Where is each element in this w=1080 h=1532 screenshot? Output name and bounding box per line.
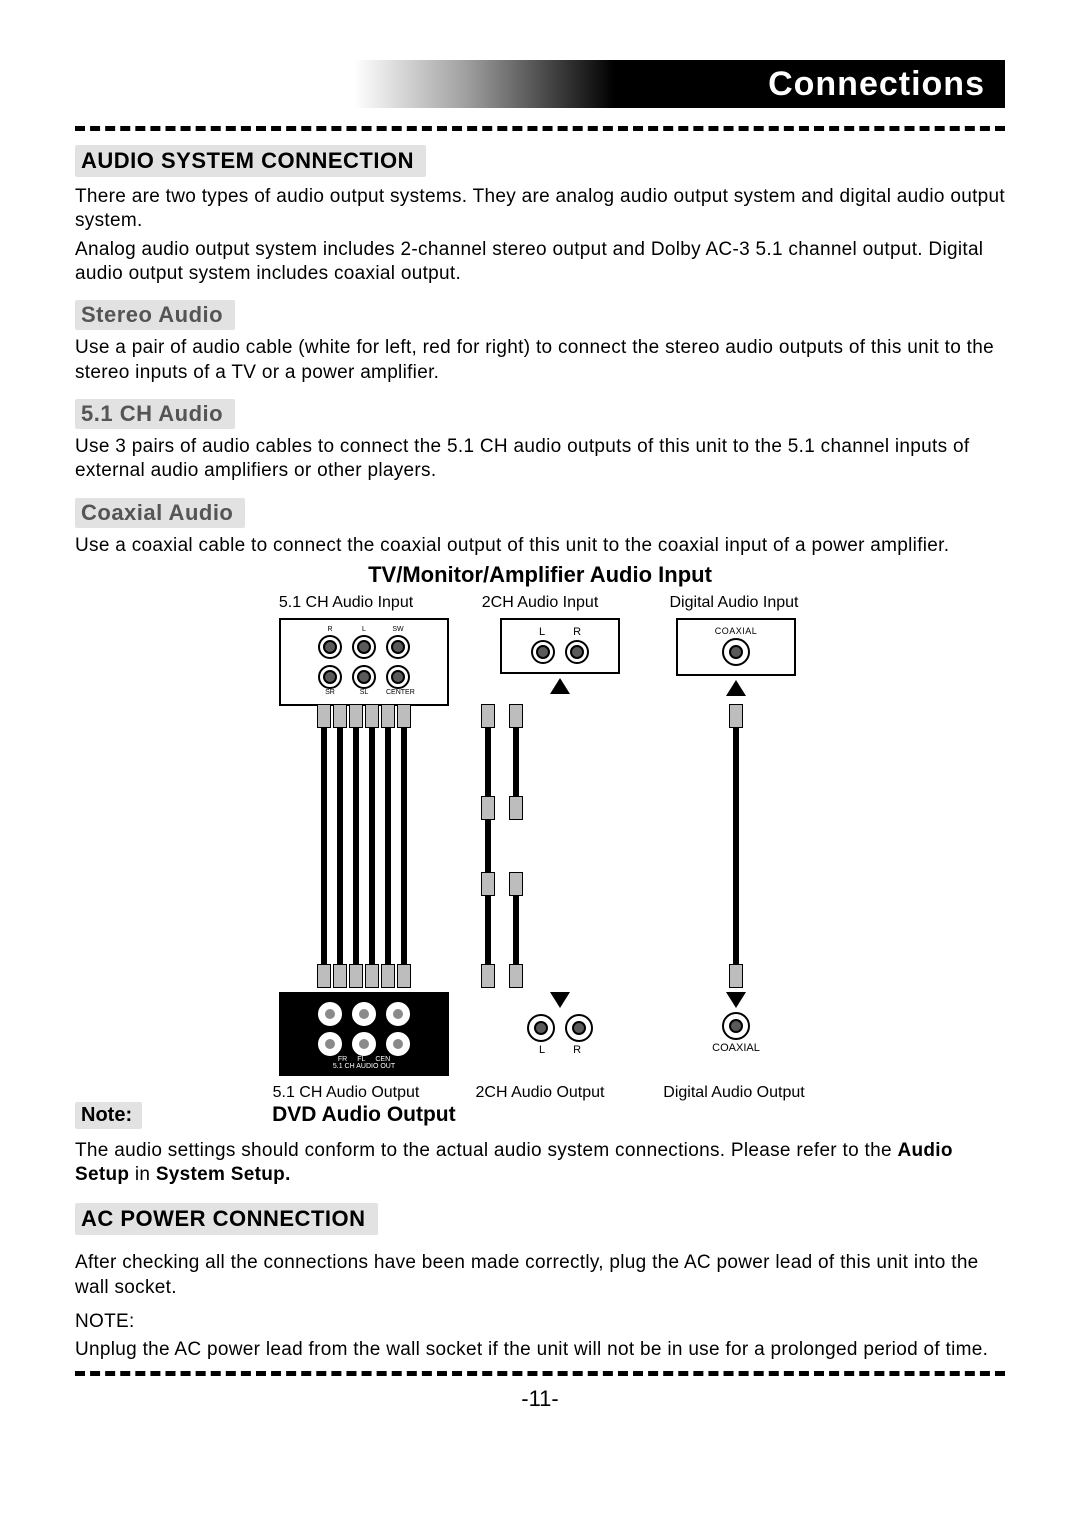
- lbl-fl: FL: [357, 1056, 365, 1063]
- note-text: The audio settings should conform to the…: [75, 1139, 1005, 1188]
- jack-icon: [565, 1014, 593, 1042]
- jack-icon: [386, 665, 410, 689]
- panel-51ch-bottom: FR FL CEN 5.1 CH AUDIO OUT: [269, 992, 459, 1076]
- cable-merge-icon: [485, 818, 491, 874]
- diagram-bottom-panels: FRFLCEN 5.1 CH AUDIO OUT LR COAXIAL: [245, 992, 835, 1076]
- jack-icon: [386, 635, 410, 659]
- diagram-title-top: TV/Monitor/Amplifier Audio Input: [75, 562, 1005, 588]
- cable-icon: [733, 706, 739, 986]
- jack-icon: [386, 1032, 410, 1056]
- ch51-heading: 5.1 CH Audio: [75, 399, 235, 429]
- title-bar: Connections: [75, 60, 1005, 108]
- diagram-top-panels: RLSW SRSLCENTER LR COAXIAL: [245, 618, 835, 706]
- audio-system-para1: There are two types of audio output syst…: [75, 185, 1005, 234]
- coax-heading: Coaxial Audio: [75, 498, 245, 528]
- cable-icon: [485, 874, 491, 986]
- divider-top: [75, 126, 1005, 131]
- jack-icon: [318, 1032, 342, 1056]
- jack-icon: [527, 1014, 555, 1042]
- ac-note-label: NOTE:: [75, 1310, 1005, 1334]
- lbl-coax2: COAXIAL: [712, 1042, 760, 1054]
- audio-system-heading: AUDIO SYSTEM CONNECTION: [75, 145, 426, 177]
- arrow-up-icon: [726, 680, 746, 696]
- lbl-sw: SW: [386, 626, 410, 633]
- jack-icon: [318, 635, 342, 659]
- stereo-text: Use a pair of audio cable (white for lef…: [75, 336, 1005, 385]
- page-number: -11-: [75, 1386, 1005, 1412]
- panel-51ch-top: R L SW SR SL CENTER: [269, 618, 459, 706]
- note-mid: in: [129, 1164, 156, 1185]
- lbl-l2: L: [539, 626, 545, 638]
- diagram-bottom-labels: 5.1 CH Audio Output 2CH Audio Output Dig…: [245, 1084, 835, 1102]
- ac-power-text: After checking all the connections have …: [75, 1251, 1005, 1300]
- jack-icon: [565, 640, 589, 664]
- jack-icon: [386, 1002, 410, 1026]
- arrow-up-icon: [550, 678, 570, 694]
- ch51-text: Use 3 pairs of audio cables to connect t…: [75, 435, 1005, 484]
- cable-icon: [513, 706, 519, 818]
- audio-system-section: AUDIO SYSTEM CONNECTION There are two ty…: [75, 145, 1005, 286]
- cable-icon: [513, 874, 519, 986]
- lbl-r: R: [318, 626, 342, 633]
- cable-icon: [385, 706, 391, 986]
- panel-coax-bottom: COAXIAL: [661, 992, 811, 1076]
- cable-icon: [369, 706, 375, 986]
- note-pre: The audio settings should conform to the…: [75, 1140, 897, 1161]
- jack-icon: [318, 1002, 342, 1026]
- label-digital-in: Digital Audio Input: [637, 594, 831, 612]
- jack-icon: [352, 1002, 376, 1026]
- audio-system-para2: Analog audio output system includes 2-ch…: [75, 238, 1005, 287]
- coax-text: Use a coaxial cable to connect the coaxi…: [75, 534, 1005, 558]
- lbl-sr: SR: [318, 689, 342, 696]
- panel-2ch-bottom: LR: [485, 992, 635, 1076]
- divider-bottom: [75, 1371, 1005, 1376]
- panel-2ch-top: LR: [485, 618, 635, 706]
- arrow-down-icon: [726, 992, 746, 1008]
- lbl-sl: SL: [352, 689, 376, 696]
- arrow-down-icon: [550, 992, 570, 1008]
- label-2ch-in: 2CH Audio Input: [443, 594, 637, 612]
- ch51-section: 5.1 CH Audio Use 3 pairs of audio cables…: [75, 385, 1005, 484]
- ac-note-text: Unplug the AC power lead from the wall s…: [75, 1338, 1005, 1362]
- label-2ch-out: 2CH Audio Output: [443, 1084, 637, 1102]
- cable-icon: [321, 706, 327, 986]
- coax-section: Coaxial Audio Use a coaxial cable to con…: [75, 484, 1005, 558]
- diagram-cables: [245, 706, 835, 986]
- jack-icon: [352, 1032, 376, 1056]
- lbl-51out: 5.1 CH AUDIO OUT: [333, 1063, 395, 1070]
- page-title: Connections: [768, 65, 985, 104]
- diagram-top-labels: 5.1 CH Audio Input 2CH Audio Input Digit…: [245, 594, 835, 612]
- cable-icon: [337, 706, 343, 986]
- jack-icon: [318, 665, 342, 689]
- lbl-cen: CEN: [375, 1056, 390, 1063]
- note-label: Note:: [75, 1102, 142, 1129]
- note-row: Note: DVD Audio Output: [75, 1102, 1005, 1129]
- lbl-l3: L: [539, 1044, 545, 1056]
- jack-icon: [531, 640, 555, 664]
- label-51-out: 5.1 CH Audio Output: [249, 1084, 443, 1102]
- jack-icon: [352, 665, 376, 689]
- lbl-center: CENTER: [386, 689, 410, 696]
- lbl-coax: COAXIAL: [715, 626, 758, 636]
- jack-icon: [722, 638, 750, 666]
- jack-icon: [722, 1012, 750, 1040]
- label-51-in: 5.1 CH Audio Input: [249, 594, 443, 612]
- ac-power-heading: AC POWER CONNECTION: [75, 1203, 378, 1235]
- note-bold2: System Setup.: [156, 1164, 291, 1185]
- stereo-heading: Stereo Audio: [75, 300, 235, 330]
- lbl-l: L: [352, 626, 376, 633]
- dvd-audio-output-title: DVD Audio Output: [272, 1103, 456, 1127]
- connection-diagram: 5.1 CH Audio Input 2CH Audio Input Digit…: [245, 594, 835, 1102]
- panel-coax-top: COAXIAL: [661, 618, 811, 706]
- lbl-r3: R: [573, 1044, 581, 1056]
- label-digital-out: Digital Audio Output: [637, 1084, 831, 1102]
- jack-icon: [352, 635, 376, 659]
- stereo-section: Stereo Audio Use a pair of audio cable (…: [75, 286, 1005, 385]
- cable-icon: [353, 706, 359, 986]
- lbl-r2: R: [573, 626, 581, 638]
- ac-power-section: AC POWER CONNECTION After checking all t…: [75, 1203, 1005, 1362]
- lbl-fr: FR: [338, 1056, 347, 1063]
- cable-icon: [401, 706, 407, 986]
- cable-icon: [485, 706, 491, 818]
